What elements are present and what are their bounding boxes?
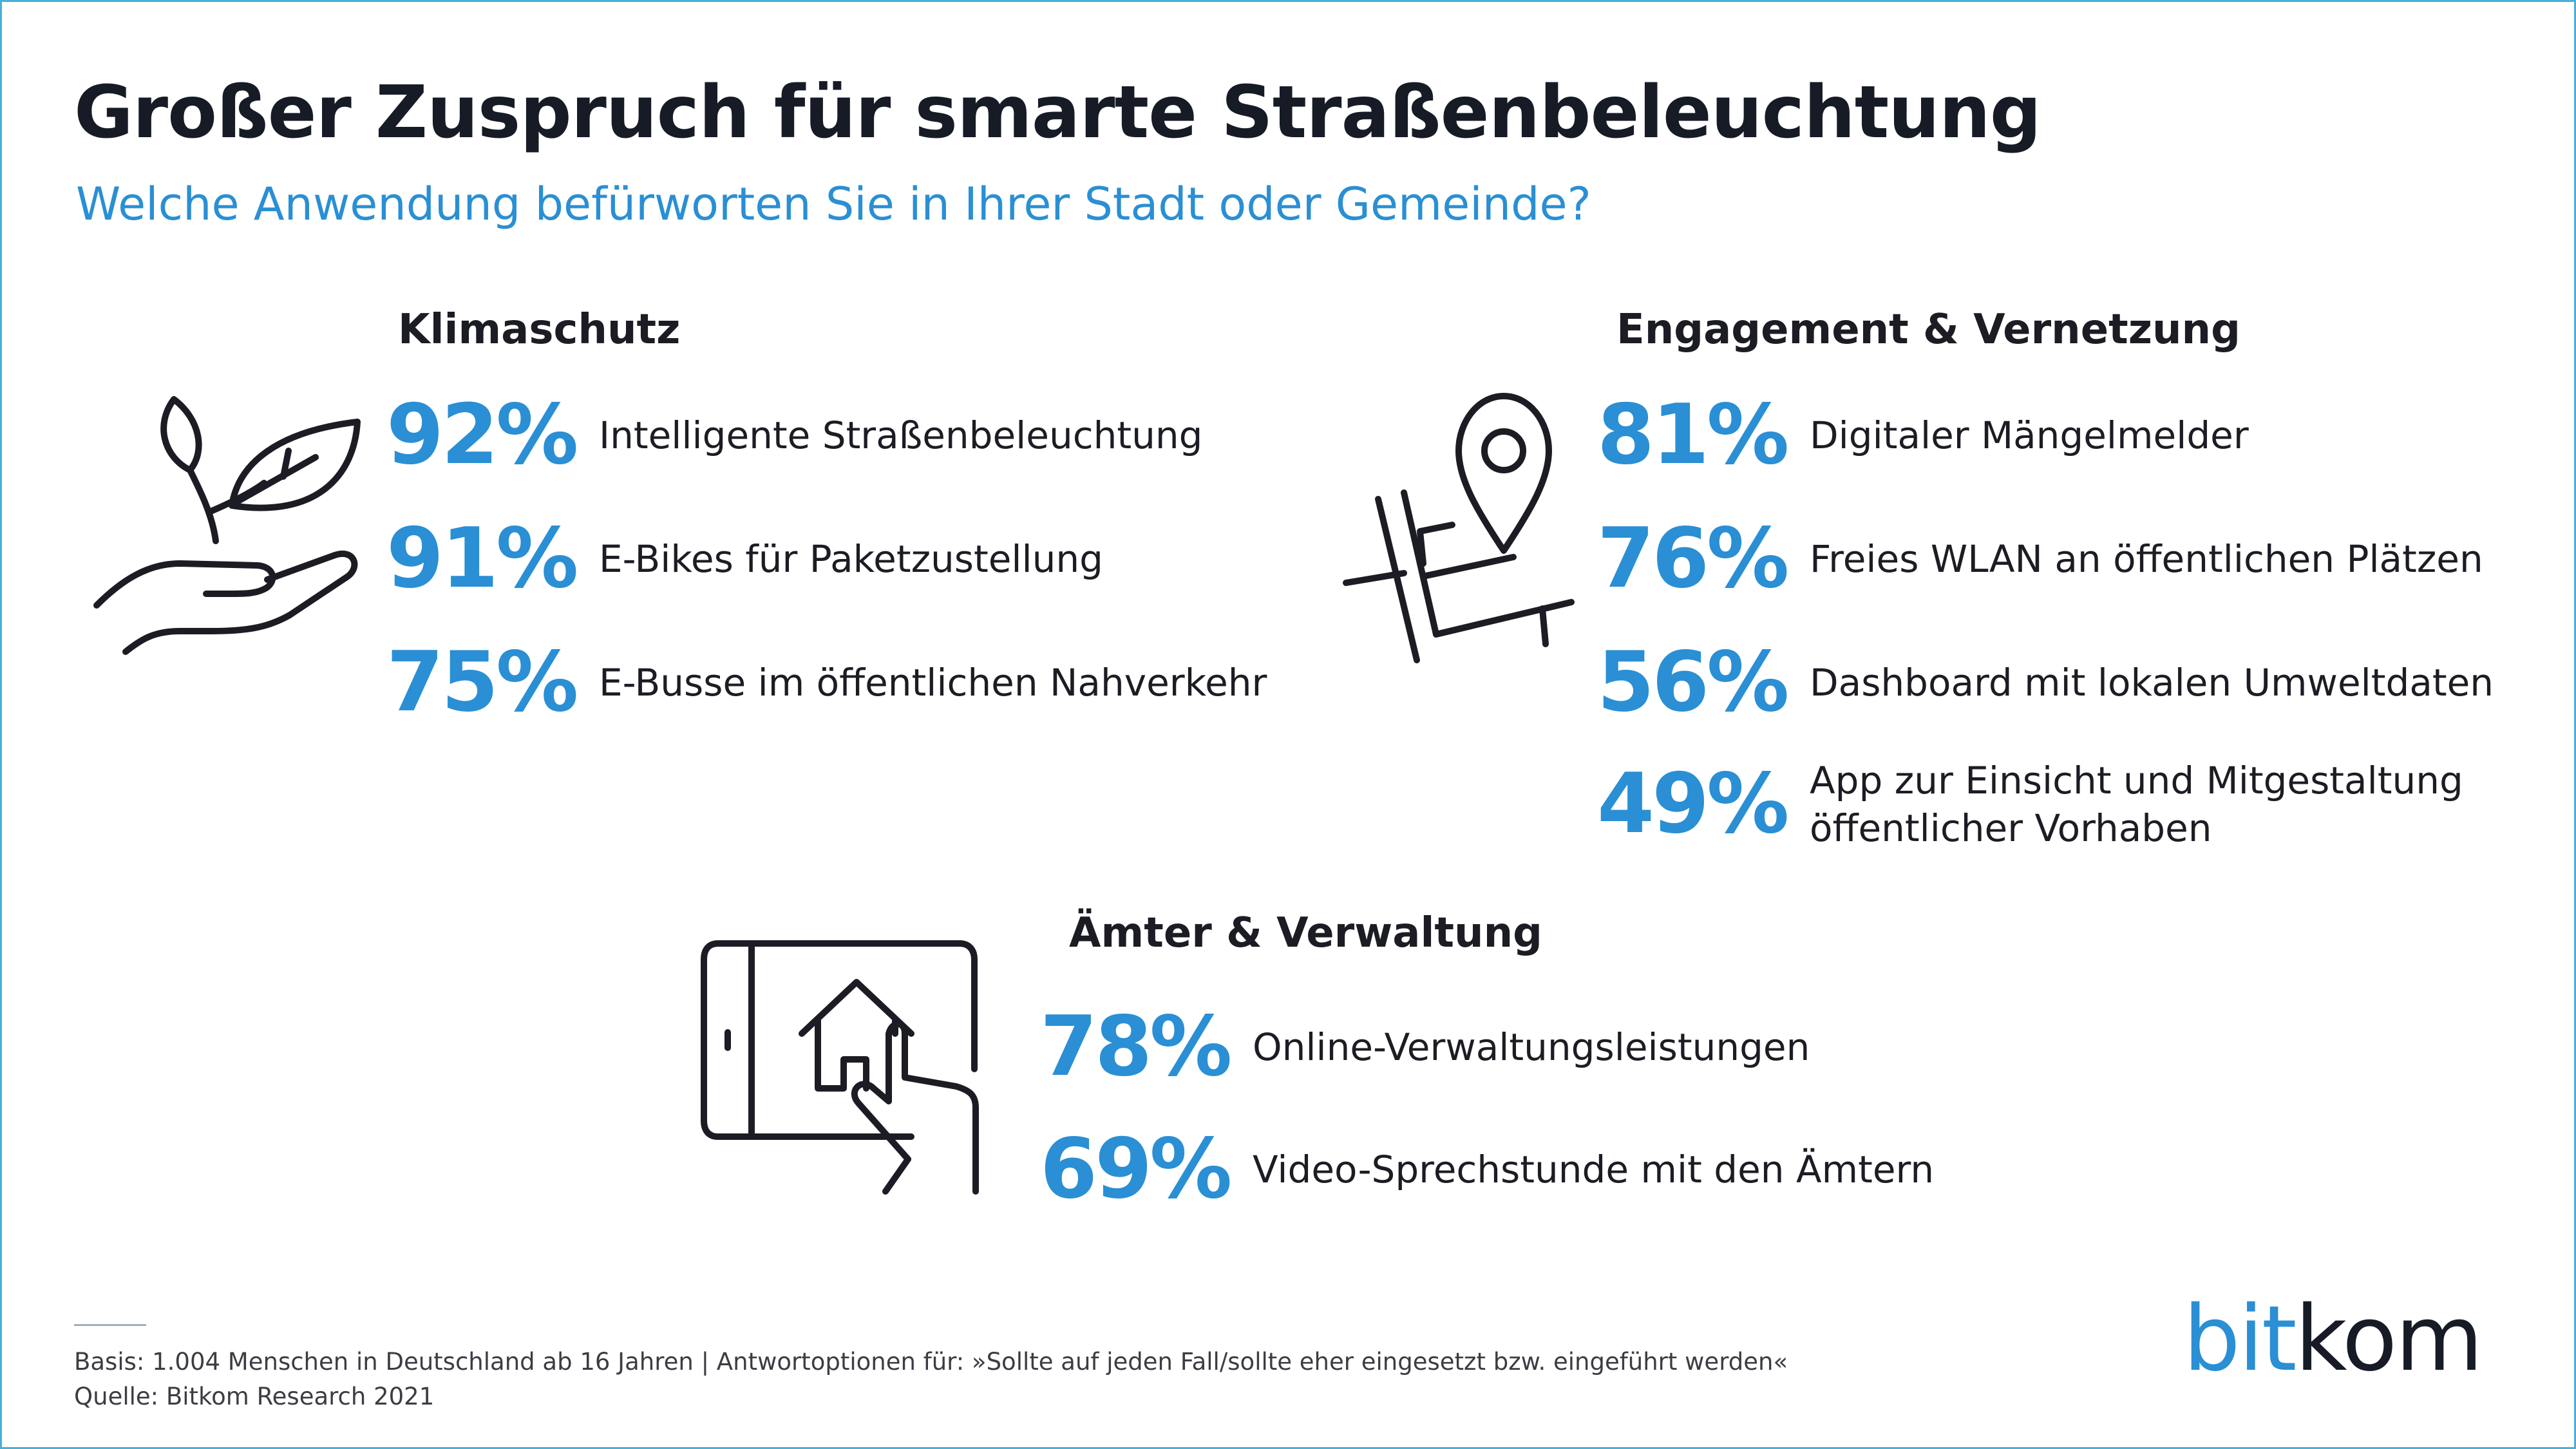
- item-label: Online-Verwaltungsleistungen: [1253, 1025, 1810, 1069]
- percent-value: 92%: [386, 387, 578, 483]
- list-item: 81% Digitaler Mängelmelder: [1597, 394, 2249, 477]
- list-item: 69% Video-Sprechstunde mit den Ämtern: [1040, 1128, 1934, 1211]
- page-title: Großer Zuspruch für smarte Straßenbeleuc…: [74, 71, 2041, 155]
- list-item: 91% E-Bikes für Paketzustellung: [386, 518, 1103, 600]
- percent-value: 76%: [1597, 511, 1789, 607]
- percent-value: 81%: [1597, 387, 1789, 483]
- item-label: E-Busse im öffentlichen Nahverkehr: [599, 660, 1267, 705]
- item-label-line-1: App zur Einsicht und Mitgestaltung: [1810, 759, 2463, 802]
- item-label-line-2: öffentlicher Vorhaben: [1810, 806, 2212, 851]
- item-label: E-Bikes für Paketzustellung: [599, 536, 1103, 581]
- section-heading-klimaschutz: Klimaschutz: [398, 306, 681, 354]
- percent-value: 78%: [1040, 999, 1232, 1095]
- footer-divider: [74, 1324, 146, 1326]
- logo-part-kom: kom: [2295, 1287, 2483, 1392]
- item-label: Freies WLAN an öffentlichen Plätzen: [1810, 536, 2483, 581]
- tablet-house-touch-icon: [699, 937, 1014, 1208]
- page-subtitle: Welche Anwendung befürworten Sie in Ihre…: [76, 178, 1591, 231]
- percent-value: 91%: [386, 511, 578, 607]
- item-label: Video-Sprechstunde mit den Ämtern: [1253, 1147, 1935, 1191]
- item-label: Dashboard mit lokalen Umweltdaten: [1810, 660, 2494, 705]
- list-item: 78% Online-Verwaltungsleistungen: [1040, 1006, 1810, 1088]
- footer-notes: Basis: 1.004 Menschen in Deutschland ab …: [74, 1345, 1788, 1414]
- list-item: 56% Dashboard mit lokalen Umweltdaten: [1597, 641, 2494, 724]
- section-heading-engagement: Engagement & Vernetzung: [1616, 306, 2240, 354]
- item-label: App zur Einsicht und Mitgestaltung öffen…: [1810, 757, 2463, 852]
- list-item: 49% App zur Einsicht und Mitgestaltung ö…: [1597, 757, 2463, 852]
- percent-value: 49%: [1597, 756, 1789, 853]
- plant-in-hand-icon: [84, 386, 367, 657]
- percent-value: 75%: [386, 634, 578, 730]
- footer-source: Quelle: Bitkom Research 2021: [74, 1382, 435, 1410]
- list-item: 76% Freies WLAN an öffentlichen Plätzen: [1597, 518, 2483, 600]
- list-item: 75% E-Busse im öffentlichen Nahverkehr: [386, 641, 1267, 724]
- percent-value: 69%: [1040, 1121, 1232, 1217]
- map-pin-icon: [1340, 390, 1584, 673]
- list-item: 92% Intelligente Straßenbeleuchtung: [386, 394, 1202, 477]
- footer-basis: Basis: 1.004 Menschen in Deutschland ab …: [74, 1348, 1788, 1376]
- item-label: Digitaler Mängelmelder: [1810, 413, 2249, 457]
- section-heading-aemter: Ämter & Verwaltung: [1069, 909, 1542, 957]
- percent-value: 56%: [1597, 634, 1789, 730]
- item-label: Intelligente Straßenbeleuchtung: [599, 413, 1203, 457]
- bitkom-logo: bitkom: [2183, 1294, 2483, 1385]
- logo-part-bit: bit: [2183, 1287, 2297, 1392]
